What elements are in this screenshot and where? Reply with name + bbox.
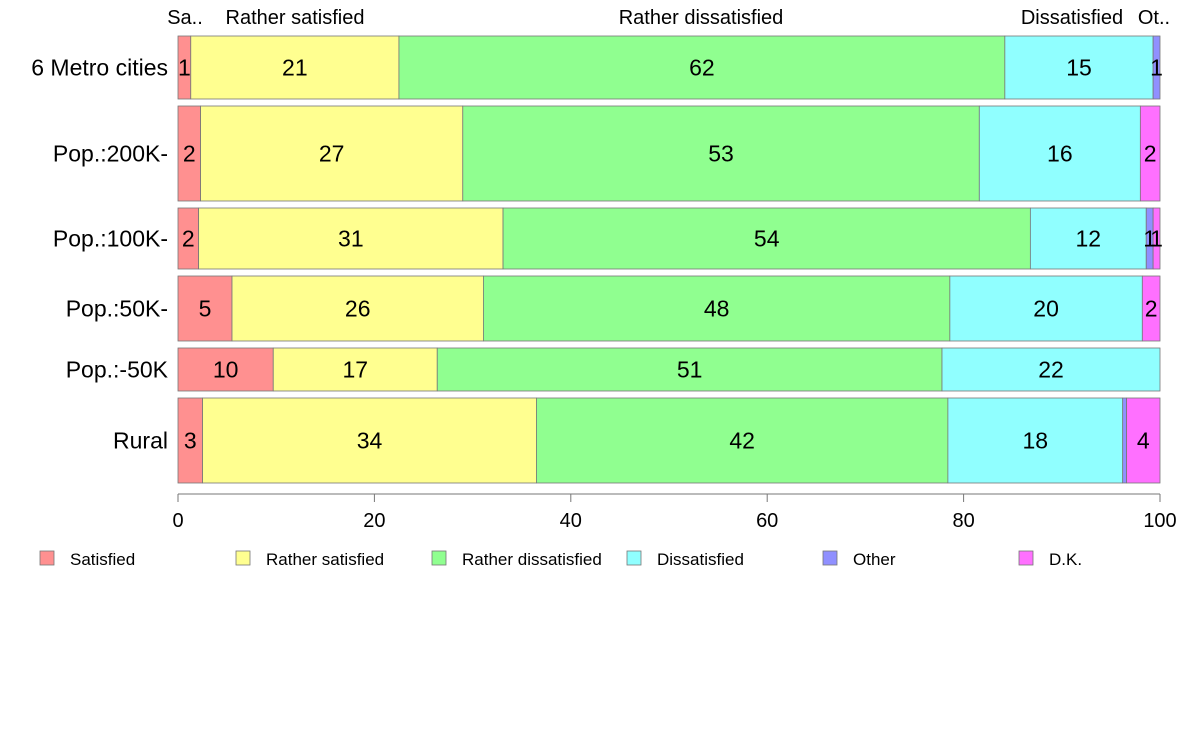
data-label: 34 xyxy=(357,428,383,454)
data-label: 12 xyxy=(1076,226,1102,252)
bar-segment-dissatisfied xyxy=(1004,35,1154,100)
data-label: 2 xyxy=(182,226,195,252)
bar-segment-d-k- xyxy=(1126,397,1161,484)
bar-segment-other xyxy=(1122,397,1128,484)
bar-segment-rather-dissatisfied xyxy=(502,207,1031,270)
legend-label: Rather satisfied xyxy=(266,550,384,569)
data-label: 5 xyxy=(199,296,212,322)
bar-segment-rather-satisfied xyxy=(190,35,400,100)
legend-swatch xyxy=(235,550,251,566)
top-segment-label: Sa.. xyxy=(167,7,203,29)
data-label: 21 xyxy=(282,55,308,81)
data-label: 1 xyxy=(178,55,191,81)
bar-segment-rather-dissatisfied xyxy=(436,347,943,392)
data-label: 3 xyxy=(184,428,197,454)
bar-segment-rather-dissatisfied xyxy=(536,397,949,484)
bar-segment-rather-dissatisfied xyxy=(398,35,1006,100)
data-label: 31 xyxy=(338,226,364,252)
top-segment-label: Rather dissatisfied xyxy=(619,7,784,29)
legend-label: D.K. xyxy=(1049,550,1082,569)
legend-swatch xyxy=(822,550,838,566)
category-label: Pop.:100K- xyxy=(53,226,168,252)
x-tick-label: 0 xyxy=(172,510,183,532)
data-label: 53 xyxy=(708,141,734,167)
data-label: 1 xyxy=(1143,226,1156,252)
legend-label: Satisfied xyxy=(70,550,135,569)
legend-label: Dissatisfied xyxy=(657,550,744,569)
data-label: 2 xyxy=(1145,296,1158,322)
x-tick-label: 40 xyxy=(560,510,582,532)
bar-segment-dissatisfied xyxy=(941,347,1161,392)
bar-segment-other xyxy=(1152,35,1161,100)
bar-segment-rather-dissatisfied xyxy=(483,275,951,342)
bar-segment-dissatisfied xyxy=(978,105,1141,202)
bar-segment-satisfied xyxy=(177,397,203,484)
legend-swatch xyxy=(1018,550,1034,566)
data-label: 42 xyxy=(729,428,755,454)
bar-segment-satisfied xyxy=(177,347,274,392)
bar-segment-rather-satisfied xyxy=(272,347,438,392)
bar-segment-rather-satisfied xyxy=(200,105,464,202)
legend-swatch xyxy=(626,550,642,566)
x-tick-label: 20 xyxy=(363,510,385,532)
bar-segment-satisfied xyxy=(177,275,233,342)
data-label: 22 xyxy=(1038,357,1064,383)
legend-swatch xyxy=(431,550,447,566)
bar-segment-d-k- xyxy=(1152,207,1161,270)
data-label: 2 xyxy=(1144,141,1157,167)
data-label: 16 xyxy=(1047,141,1073,167)
data-label: 4 xyxy=(1137,428,1150,454)
data-label: 27 xyxy=(319,141,345,167)
bar-segment-rather-dissatisfied xyxy=(462,105,980,202)
category-label: Pop.:-50K xyxy=(66,357,169,383)
bar-segment-d-k- xyxy=(1141,275,1161,342)
bar-segment-dissatisfied xyxy=(1029,207,1147,270)
top-segment-label: Dissatisfied xyxy=(1021,7,1123,29)
legend-label: Other xyxy=(853,550,896,569)
bar-segment-dissatisfied xyxy=(949,275,1143,342)
x-tick-label: 80 xyxy=(952,510,974,532)
data-label: 18 xyxy=(1022,428,1048,454)
category-label: Pop.:50K- xyxy=(66,296,168,322)
data-label: 26 xyxy=(345,296,371,322)
data-label: 1 xyxy=(1150,226,1163,252)
data-label: 48 xyxy=(704,296,730,322)
top-segment-label: Rather satisfied xyxy=(226,7,365,29)
data-label: 1 xyxy=(1150,55,1163,81)
data-label: 62 xyxy=(689,55,715,81)
data-label: 2 xyxy=(183,141,196,167)
top-segment-label: Ot.. xyxy=(1138,7,1170,29)
x-tick-label: 100 xyxy=(1143,510,1176,532)
legend-label: Rather dissatisfied xyxy=(462,550,602,569)
data-label: 17 xyxy=(342,357,368,383)
data-label: 10 xyxy=(213,357,239,383)
bar-segment-d-k- xyxy=(1139,105,1161,202)
data-label: 54 xyxy=(754,226,780,252)
category-label: Pop.:200K- xyxy=(53,141,168,167)
bar-segment-rather-satisfied xyxy=(198,207,504,270)
legend-swatch xyxy=(39,550,55,566)
category-label: 6 Metro cities xyxy=(31,55,168,81)
data-label: 15 xyxy=(1066,55,1092,81)
bar-segment-rather-satisfied xyxy=(231,275,484,342)
data-label: 20 xyxy=(1033,296,1059,322)
x-tick-label: 60 xyxy=(756,510,778,532)
category-label: Rural xyxy=(113,428,168,454)
data-label: 51 xyxy=(677,357,703,383)
